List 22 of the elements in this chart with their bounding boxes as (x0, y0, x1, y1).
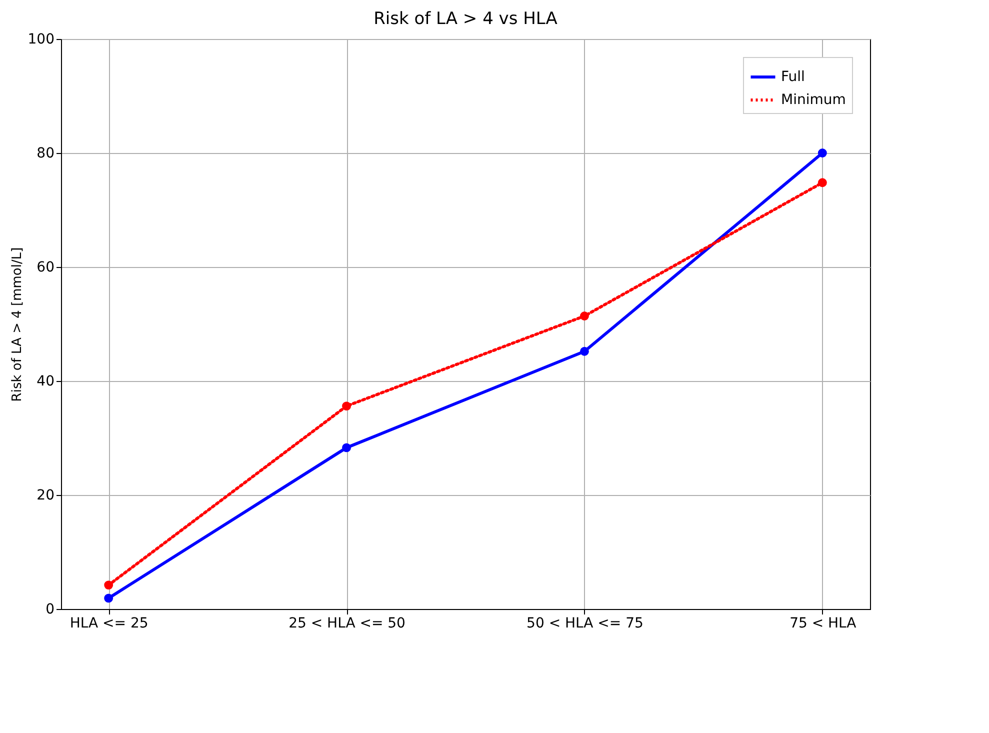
point (104, 594, 114, 603)
point (342, 443, 351, 452)
point (580, 346, 589, 356)
x-tick-label: 50 < HLA <= 75 (526, 616, 644, 632)
y-axis-title: Risk of LA > 4 [mmol/L] (10, 247, 25, 402)
point (818, 148, 827, 158)
point (580, 312, 589, 320)
y-tick-label: 20 (36, 488, 54, 504)
y-tick-label: 100 (28, 32, 54, 48)
point (104, 580, 114, 590)
point (818, 178, 827, 188)
y-tick-label: 40 (36, 374, 54, 390)
legend-label: Minimum (781, 92, 846, 108)
x-tick-label: 25 < HLA <= 50 (288, 616, 406, 632)
x-tick-label: 75 < HLA (790, 616, 857, 632)
legend-label: Full (781, 69, 805, 85)
x-tick-label: HLA <= 25 (70, 616, 148, 632)
y-tick-label: 60 (36, 260, 54, 276)
y-tick-label: 80 (36, 146, 54, 162)
point (342, 402, 351, 411)
chart-title: Risk of LA > 4 vs HLA (374, 9, 558, 29)
y-tick-label: 0 (46, 602, 54, 618)
